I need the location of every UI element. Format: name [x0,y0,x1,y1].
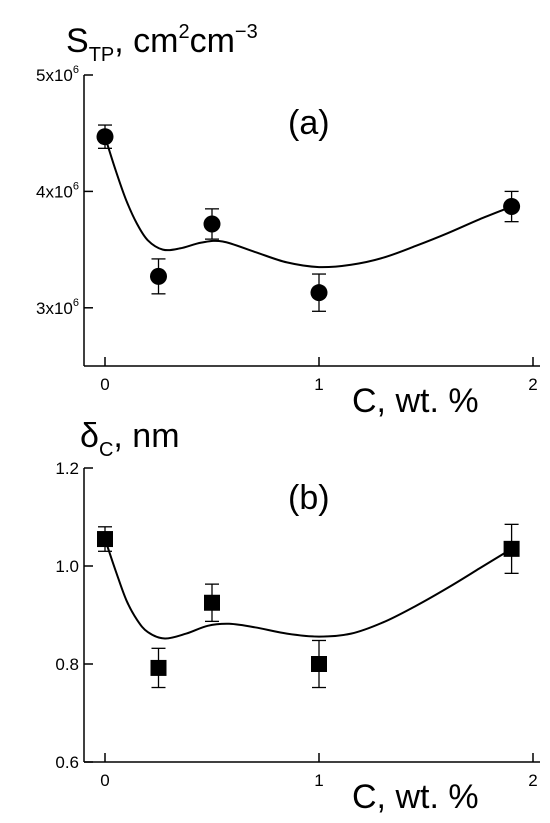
panel-b-y-tick-label: 1.2 [55,459,79,478]
panel-a-y-tick-label: 4x106 [36,180,79,201]
panel-b-y-axis-title: δC, nm [80,417,180,461]
panel-a-fit-curve [104,136,512,269]
panel-b-data-point [97,531,113,548]
panel-b-x-axis-title: C, wt. % [352,778,479,816]
panel-b-chart: δC, nm (b) 0.6 0.8 1.0 1.2 0 1 2 C, wt. % [55,417,540,816]
panel-a-x-axis-title: C, wt. % [352,382,479,420]
panel-b-label: (b) [288,479,330,517]
panel-b-y-tick-label: 0.6 [55,753,79,772]
panel-a-x-tick-label: 0 [100,375,109,394]
panel-a-x-tick-label: 1 [314,375,323,394]
panel-b-x-tick-label: 0 [100,771,109,790]
panel-b-data-point [311,656,327,672]
panel-a-y-axis-title: STP, cm2cm−3 [66,21,258,66]
panel-a-data-point [310,284,328,302]
panel-b-data-point [204,594,220,611]
panel-b-data-point [503,540,520,557]
panel-a-data-point [96,128,114,146]
panel-b-fit-curve [104,538,513,640]
panel-a-data-point [150,267,167,285]
panel-b-y-tick-label: 1.0 [55,557,79,576]
panel-a-chart: STP, cm2cm−3 (a) 3x106 4x106 5x106 0 1 2 C, … [36,21,540,420]
panel-a-y-tick-label: 5x106 [36,64,79,85]
panel-b-x-tick-label: 2 [528,771,537,790]
panel-a-data-point [503,198,521,216]
panel-a-data-point [203,215,221,233]
panel-b-data-point [150,659,167,676]
panel-b-x-tick-label: 1 [314,771,323,790]
panel-a-y-tick-label: 3x106 [36,297,79,318]
panel-b-y-tick-label: 0.8 [55,655,79,674]
panel-a-label: (a) [288,104,330,142]
panel-a-x-tick-label: 2 [528,375,537,394]
